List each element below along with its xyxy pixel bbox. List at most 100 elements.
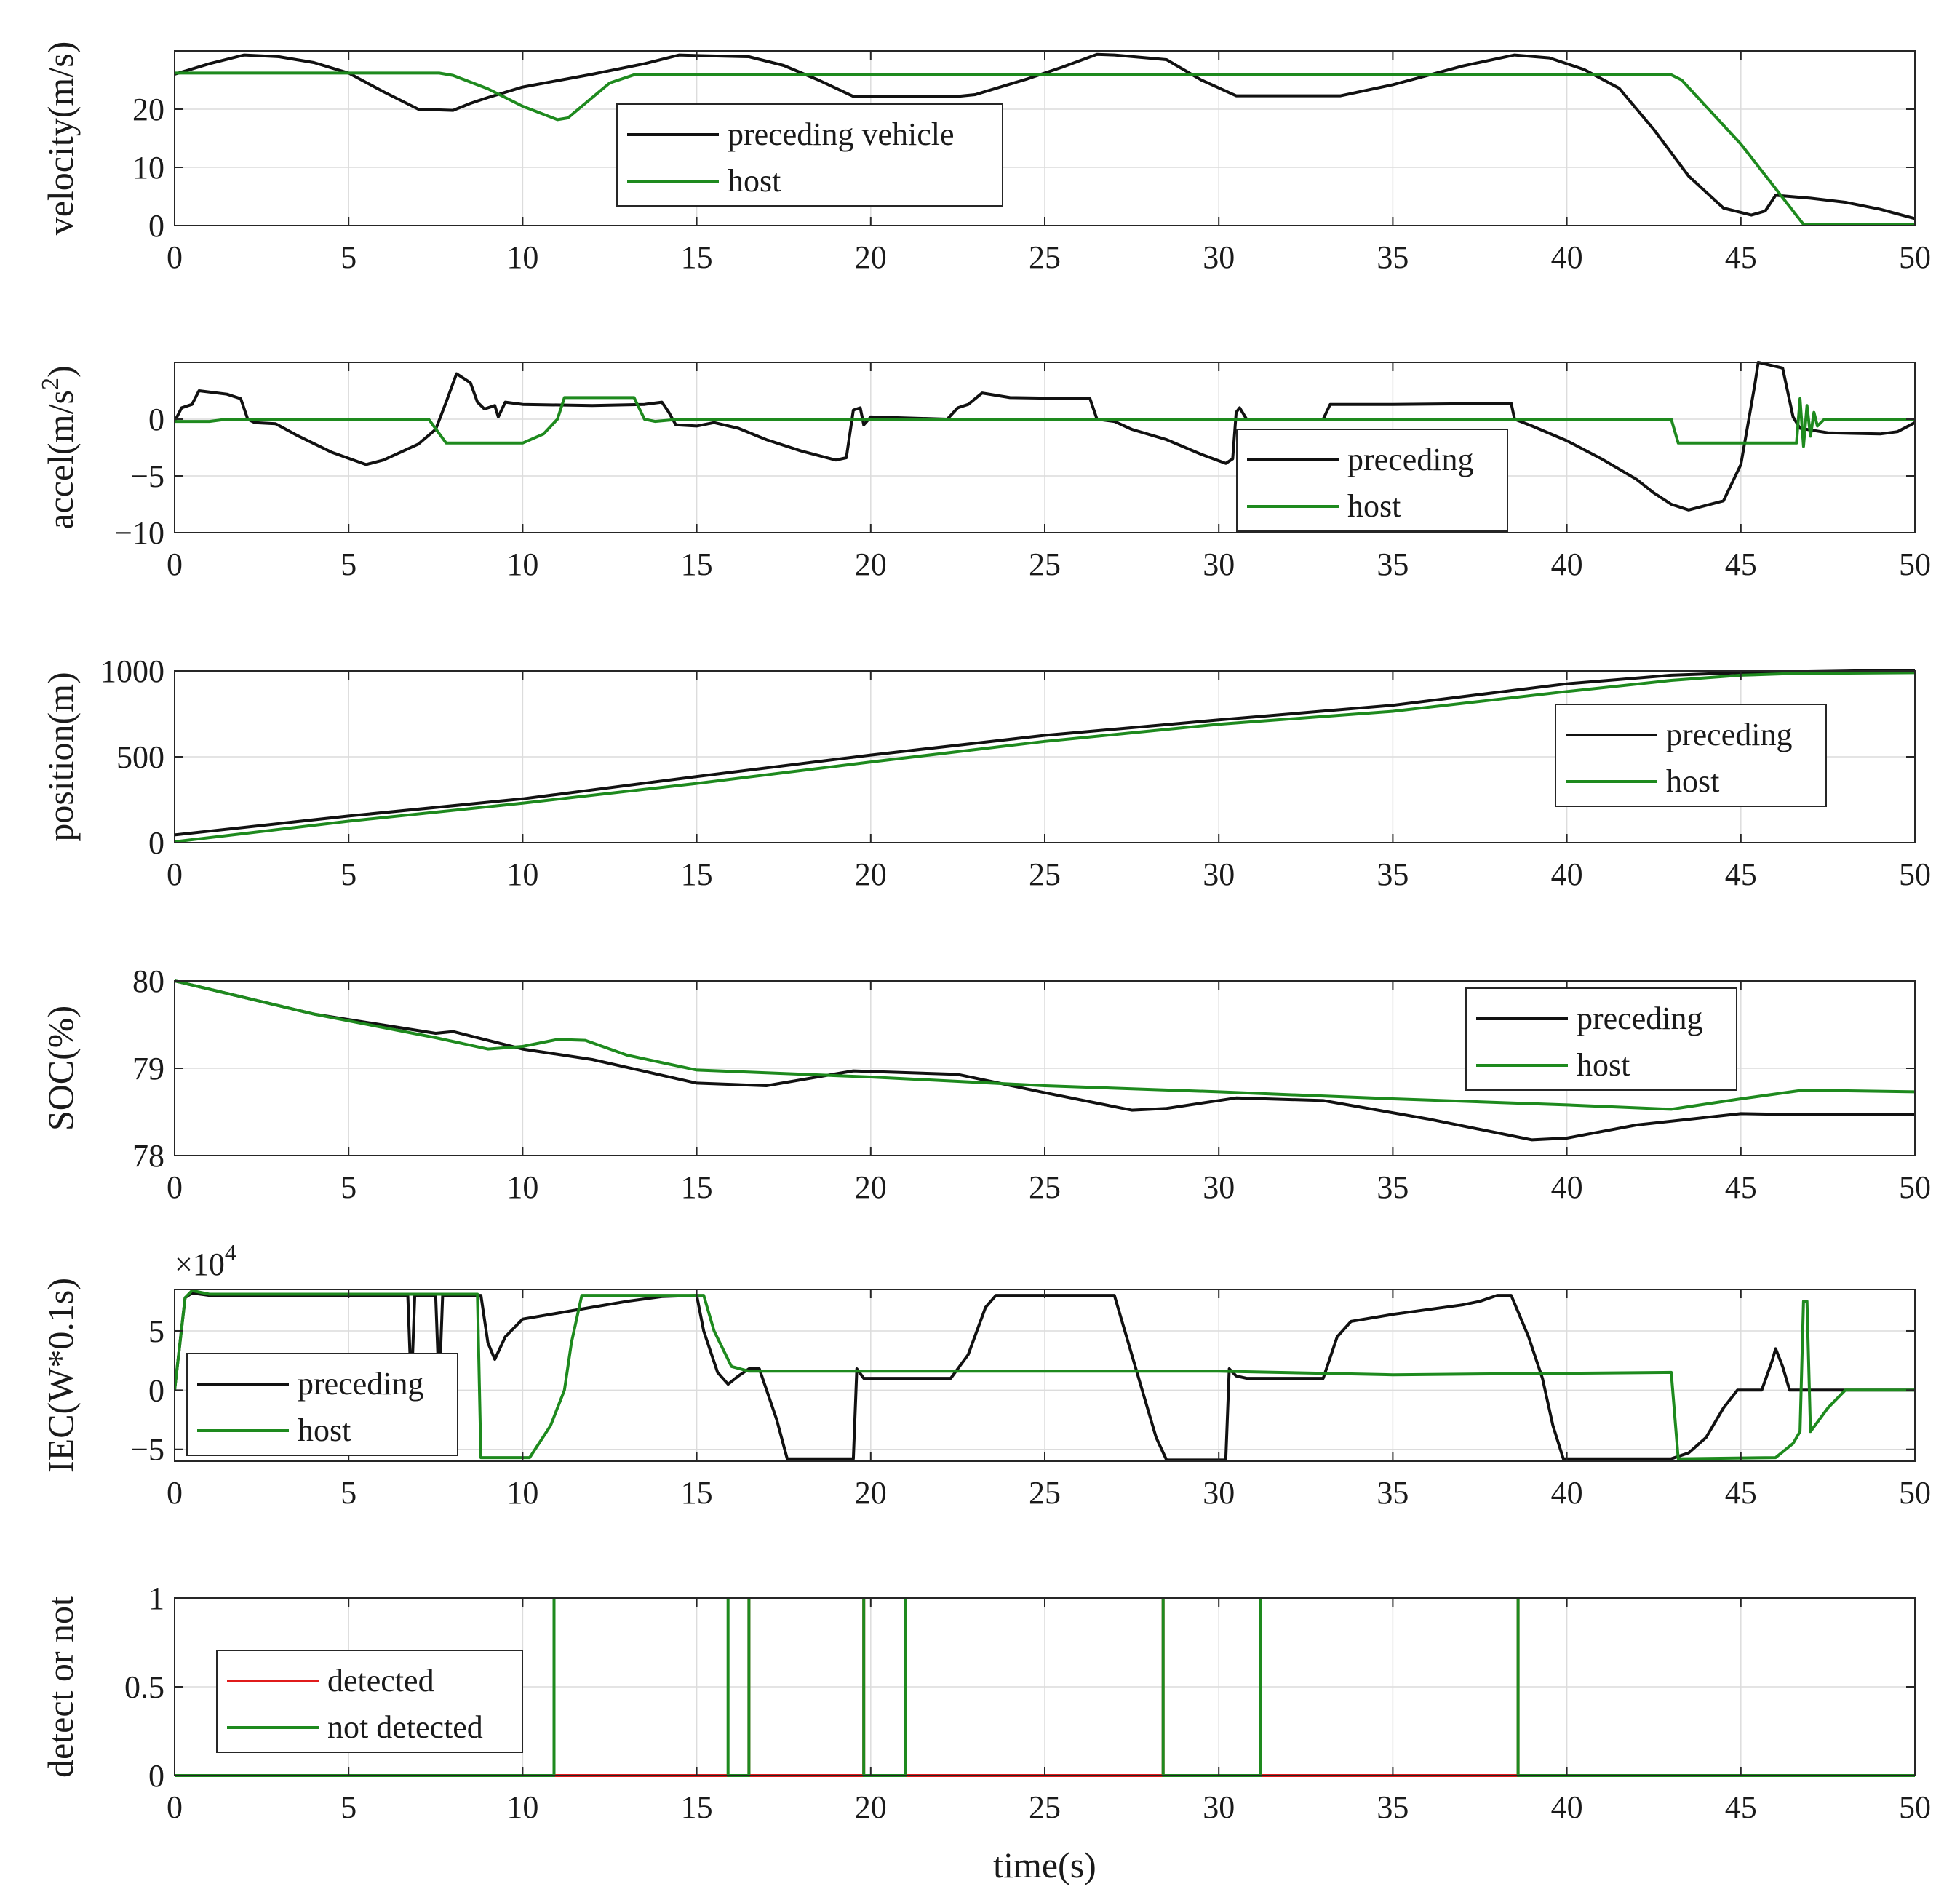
legend-box	[1236, 429, 1508, 532]
x-tick-label: 40	[1551, 239, 1583, 275]
y-tick-label: 0.5	[124, 1669, 164, 1705]
y-axis-label: accel(m/s2)	[37, 365, 81, 529]
x-tick-label: 0	[167, 1169, 183, 1205]
legend-box	[186, 1353, 458, 1456]
x-tick-label: 50	[1899, 856, 1931, 892]
legend-label-preceding: preceding	[1666, 717, 1792, 752]
x-tick-label: 45	[1725, 1169, 1757, 1205]
series-line-preceding	[175, 669, 1915, 837]
x-tick-label: 15	[681, 1169, 713, 1205]
series-line-host	[175, 979, 1915, 1111]
x-tick-label: 25	[1029, 546, 1061, 582]
y-axis-label: detect or not	[40, 1596, 81, 1778]
x-tick-label: 25	[1029, 239, 1061, 275]
series-line-preceding	[175, 1291, 1915, 1462]
x-tick-label: 50	[1899, 239, 1931, 275]
x-tick-label: 5	[340, 856, 356, 892]
y-tick-label: 500	[116, 739, 164, 775]
x-tick-label: 40	[1551, 1169, 1583, 1205]
legend: preceding host	[1555, 704, 1827, 807]
x-tick-label: 50	[1899, 1169, 1931, 1205]
y-tick-label: 0	[148, 1758, 164, 1794]
series-line-preceding-vehicle	[175, 52, 1915, 220]
legend-label-preceding: preceding	[1577, 1001, 1702, 1036]
x-tick-label: 35	[1377, 1789, 1409, 1825]
x-tick-label: 50	[1899, 1789, 1931, 1825]
x-tick-label: 45	[1725, 546, 1757, 582]
y-tick-label: 78	[132, 1138, 164, 1174]
y-tick-label: 0	[148, 208, 164, 244]
legend-label-host: host	[298, 1412, 351, 1448]
grid	[174, 51, 1916, 226]
x-tick-label: 35	[1377, 239, 1409, 275]
x-tick-label: 15	[681, 546, 713, 582]
x-tick-label: 20	[855, 1475, 887, 1511]
legend-label-host: host	[728, 163, 781, 199]
x-tick-label: 45	[1725, 856, 1757, 892]
y-tick-label: −5	[130, 1432, 164, 1468]
y-tick-label: 10	[132, 150, 164, 186]
x-tick-label: 15	[681, 1789, 713, 1825]
x-tick-label: 0	[167, 239, 183, 275]
x-tick-label: 0	[167, 1789, 183, 1825]
x-tick-label: 5	[340, 1169, 356, 1205]
grid	[174, 362, 1916, 533]
series-group	[175, 361, 1915, 512]
legend-label-host: host	[1666, 763, 1719, 799]
subplot-2: 0 5 10 15 20 25 30 35 40 45 50 −10 −5 0 accel(m/s2) pre…	[37, 361, 1931, 582]
y-tick-label: −10	[114, 515, 164, 551]
series-line-preceding	[175, 979, 1915, 1142]
y-tick-label: 1	[148, 1581, 164, 1616]
subplot-5: 0 5 10 15 20 25 30 35 40 45 50−505IEC(W*0.1s)×104p…	[40, 1239, 1931, 1511]
series-line-host	[175, 396, 1915, 448]
legend-label-detected: detected	[327, 1663, 434, 1698]
x-axis-label: time(s)	[993, 1845, 1096, 1885]
x-tick-label: 45	[1725, 1789, 1757, 1825]
y-tick-label: 80	[132, 963, 164, 999]
x-tick-label: 0	[167, 856, 183, 892]
x-tick-label: 40	[1551, 856, 1583, 892]
x-tick-label: 30	[1203, 1475, 1235, 1511]
series-group	[175, 979, 1915, 1142]
x-tick-label: 0	[167, 546, 183, 582]
subplot-1: 0 5 10 15 20 25 30 35 40 45 50 0 10 20 velocity(m/s) pr…	[40, 41, 1931, 275]
y-tick-label: 79	[132, 1051, 164, 1086]
x-tick-label: 35	[1377, 1169, 1409, 1205]
subplot-4: 0 5 10 15 20 25 30 35 40 45 50 78 79 80 SOC(%) precedin…	[40, 963, 1931, 1205]
y-axis-label: position(m)	[40, 672, 81, 841]
x-tick-label: 45	[1725, 1475, 1757, 1511]
legend: preceding host	[1465, 987, 1737, 1091]
y-axis-label: IEC(W*0.1s)	[40, 1278, 81, 1473]
x-tick-label: 25	[1029, 856, 1061, 892]
legend-label-preceding: preceding	[1347, 442, 1473, 477]
x-tick-label: 10	[506, 239, 538, 275]
legend-label-not-detected: not detected	[327, 1709, 483, 1745]
x-tick-label: 30	[1203, 1169, 1235, 1205]
series-line-host	[175, 71, 1915, 226]
x-tick-label: 25	[1029, 1169, 1061, 1205]
x-tick-label: 0	[167, 1475, 183, 1511]
x-tick-label: 20	[855, 1789, 887, 1825]
y-tick-label: 20	[132, 92, 164, 127]
x-tick-label: 15	[681, 239, 713, 275]
axis-multiplier: ×104	[175, 1239, 236, 1282]
x-tick-label: 35	[1377, 856, 1409, 892]
x-tick-label: 30	[1203, 239, 1235, 275]
legend: preceding host	[186, 1353, 458, 1456]
x-tick-label: 30	[1203, 546, 1235, 582]
y-tick-label: 0	[148, 402, 164, 437]
series-group	[175, 1289, 1915, 1462]
legend-label-preceding: preceding	[298, 1366, 423, 1402]
legend-label-host: host	[1347, 488, 1401, 524]
x-tick-label: 20	[855, 546, 887, 582]
x-tick-label: 10	[506, 1789, 538, 1825]
subplot-6: 0 5 10 15 20 25 30 35 40 45 50 0 0.5 1 detect or not ti…	[40, 1581, 1931, 1885]
x-tick-label: 5	[340, 239, 356, 275]
legend: preceding vehicle host	[616, 103, 1003, 207]
x-tick-label: 35	[1377, 546, 1409, 582]
y-tick-label: 5	[148, 1313, 164, 1349]
x-tick-label: 25	[1029, 1475, 1061, 1511]
x-tick-label: 50	[1899, 1475, 1931, 1511]
x-tick-label: 20	[855, 1169, 887, 1205]
